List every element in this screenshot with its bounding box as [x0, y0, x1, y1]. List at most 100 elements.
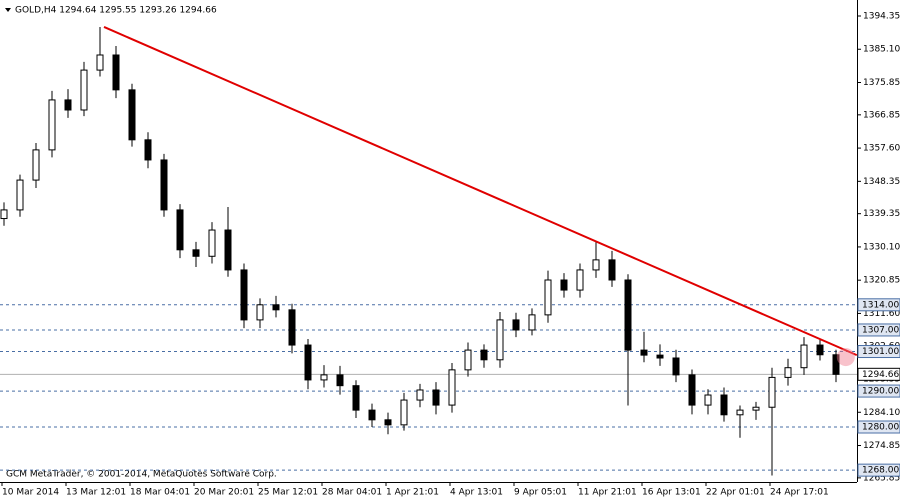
candle-body	[272, 304, 280, 311]
candle-body	[352, 385, 360, 411]
candle-body	[608, 259, 616, 281]
candle-body	[16, 179, 24, 211]
trend-handle	[836, 348, 855, 367]
level-label: 1301.00	[862, 347, 899, 357]
candle-body	[304, 344, 312, 381]
y-tick-label: 1320.85	[863, 276, 900, 286]
y-tick-label: 1339.35	[863, 209, 900, 219]
y-tick-label: 1375.85	[863, 78, 900, 88]
last-price-label: 1294.66	[862, 370, 899, 380]
candle-body	[192, 249, 200, 257]
candle-body	[704, 394, 712, 406]
candle-body	[672, 357, 680, 376]
level-label-box	[857, 323, 900, 337]
candle-body	[640, 349, 648, 356]
candle-body	[336, 374, 344, 387]
menu-triangle[interactable]	[5, 8, 11, 12]
candle-body	[48, 99, 56, 151]
candle-body	[240, 269, 248, 321]
candle-body	[768, 376, 776, 408]
level-label-box	[857, 420, 900, 434]
x-tick-label: 18 Mar 04:01	[130, 488, 190, 498]
candle-body	[288, 309, 296, 346]
candle-body	[592, 259, 600, 271]
x-tick-label: 1 Apr 21:01	[386, 488, 439, 498]
candle-body	[528, 314, 536, 331]
x-tick-label: 28 Mar 04:01	[322, 488, 382, 498]
y-tick-label: 1394.35	[863, 11, 900, 21]
level-label: 1307.00	[862, 325, 899, 335]
y-tick-label: 1265.85	[863, 473, 900, 483]
x-tick-label: 9 Apr 05:01	[514, 488, 567, 498]
chart-title: GOLD,H4 1294.64 1295.55 1293.26 1294.66	[15, 6, 217, 16]
candle-body	[800, 344, 808, 369]
candle-body	[0, 209, 8, 220]
level-label: 1268.00	[862, 466, 899, 476]
candle-body	[176, 209, 184, 251]
y-tick-label: 1311.60	[863, 309, 900, 319]
candle-body	[512, 319, 520, 331]
candle-body	[208, 229, 216, 257]
x-tick-label: 10 Mar 2014	[2, 488, 59, 498]
candle-body	[128, 89, 136, 141]
trend-line	[103, 26, 858, 357]
candle-body	[720, 394, 728, 416]
candle-body	[80, 69, 88, 111]
x-tick-label: 16 Apr 13:01	[642, 488, 701, 498]
level-label-box	[857, 384, 900, 398]
candle-body	[368, 409, 376, 421]
candle-body	[496, 319, 504, 361]
candle-body	[160, 159, 168, 211]
candle-body	[416, 389, 424, 401]
candle-body	[400, 399, 408, 426]
candle-body	[752, 406, 760, 411]
candle-body	[656, 354, 664, 359]
x-tick-label: 25 Mar 12:01	[258, 488, 318, 498]
y-tick-label: 1330.10	[863, 242, 900, 252]
y-tick-label: 1385.10	[863, 45, 900, 55]
candle-body	[688, 374, 696, 406]
candle-body	[816, 344, 824, 356]
candle-body	[224, 229, 232, 271]
candle-body	[32, 149, 40, 181]
candle-body	[784, 367, 792, 378]
y-tick-label: 1348.35	[863, 177, 900, 187]
candle-body	[480, 349, 488, 361]
candle-body	[432, 389, 440, 406]
level-label-box	[857, 345, 900, 359]
candle-body	[560, 279, 568, 291]
x-tick-label: 13 Mar 12:01	[66, 488, 126, 498]
x-tick-label: 22 Apr 01:01	[706, 488, 765, 498]
level-label: 1314.00	[862, 300, 899, 310]
x-tick-label: 4 Apr 13:01	[450, 488, 503, 498]
y-tick-label: 1366.85	[863, 110, 900, 120]
x-tick-label: 24 Apr 17:01	[770, 488, 829, 498]
candle-body	[320, 374, 328, 381]
candle-body	[448, 369, 456, 406]
candle-body	[576, 269, 584, 291]
candle-body	[144, 139, 152, 161]
candle-body	[832, 354, 840, 375]
candle-body	[736, 409, 744, 416]
candle-body	[544, 279, 552, 316]
candle-body	[384, 419, 392, 426]
candle-body	[464, 349, 472, 371]
copyright: GCM MetaTrader, © 2001-2014, MetaQuotes …	[6, 470, 277, 480]
candle-body	[112, 54, 120, 91]
last-price-box	[857, 367, 900, 381]
level-label-box	[857, 298, 900, 312]
level-label: 1280.00	[862, 423, 899, 433]
x-tick-label: 20 Mar 20:01	[194, 488, 254, 498]
level-label-box	[857, 463, 900, 477]
candle-body	[96, 54, 104, 71]
y-tick-label: 1274.85	[863, 441, 900, 451]
y-tick-label: 1284.10	[863, 408, 900, 418]
level-label: 1290.00	[862, 387, 899, 397]
candle-body	[256, 304, 264, 321]
candle-body	[64, 99, 72, 111]
candle-body	[624, 279, 632, 351]
y-tick-label: 1357.60	[863, 144, 900, 154]
x-tick-label: 11 Apr 21:01	[578, 488, 637, 498]
